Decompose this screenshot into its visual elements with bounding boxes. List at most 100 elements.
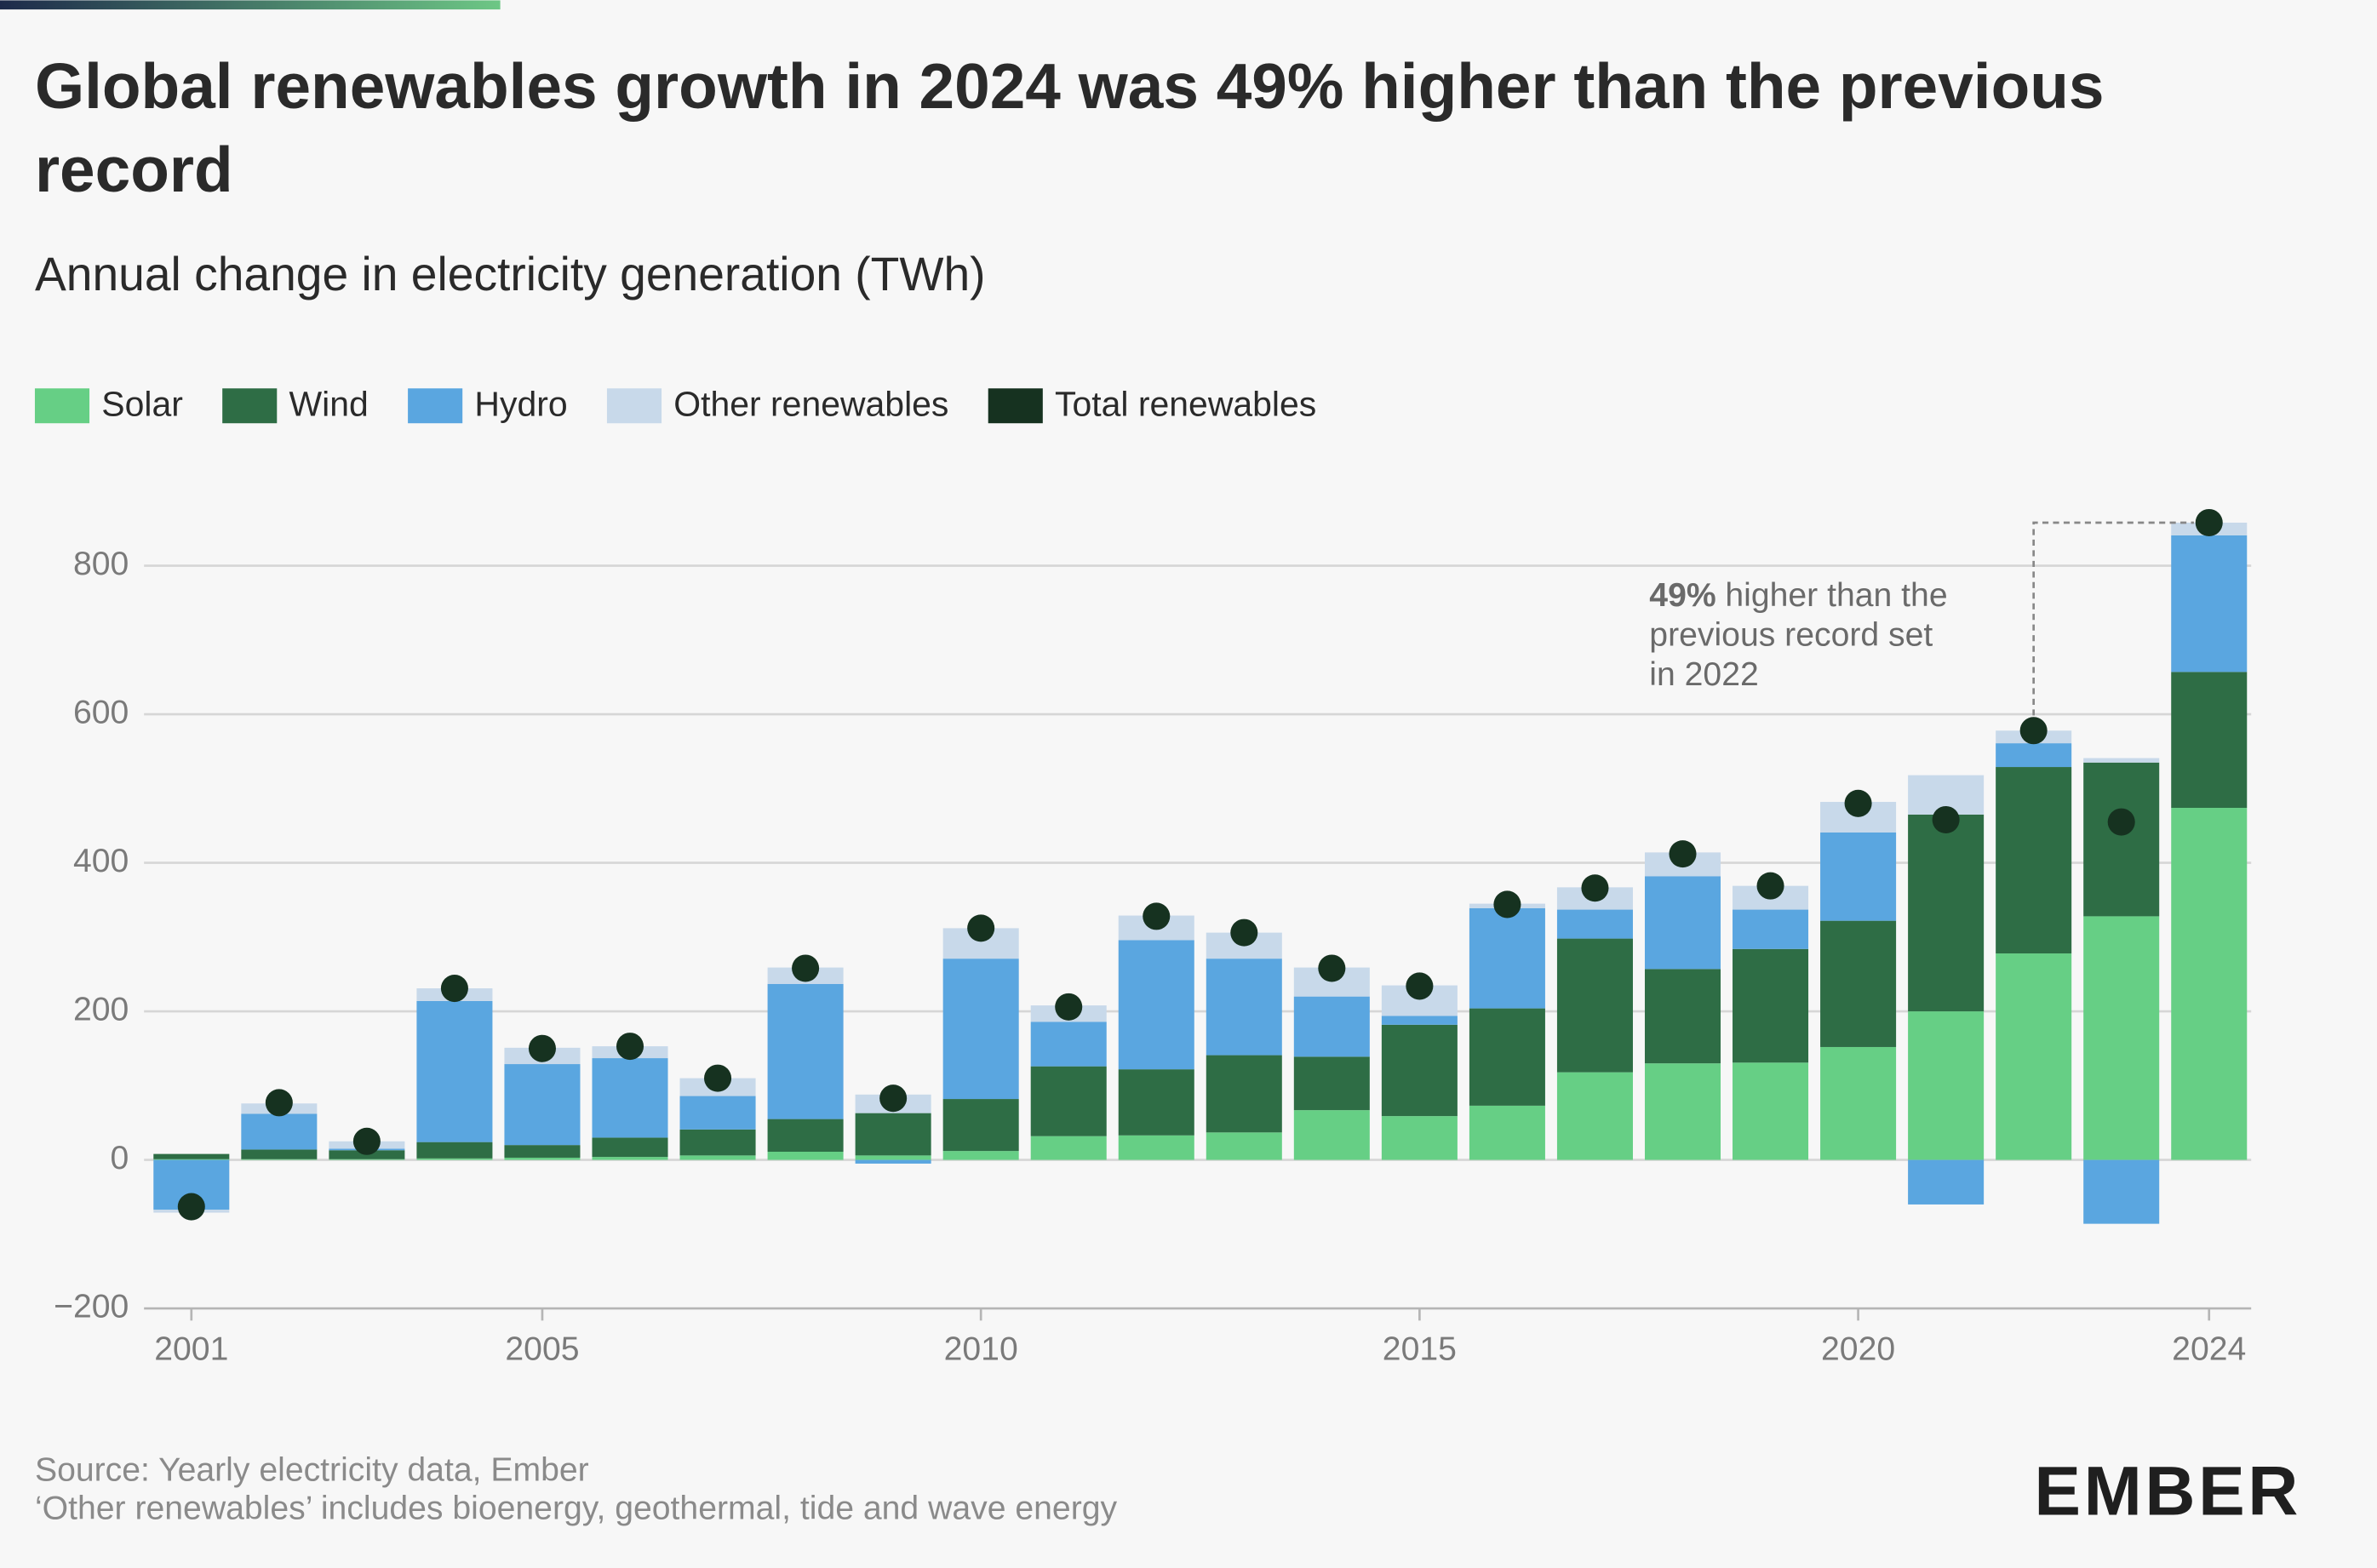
total-dot (792, 954, 820, 982)
bar-segment (1381, 1116, 1458, 1160)
bar-segment (2171, 535, 2248, 672)
bar-segment (679, 1155, 756, 1160)
total-dot (1318, 954, 1346, 982)
bar-segment (504, 1157, 581, 1160)
y-tick-label: 0 (111, 1140, 129, 1176)
bar-segment (1556, 1072, 1633, 1160)
bar-segment (416, 1142, 493, 1159)
bar-segment (2083, 1159, 2160, 1224)
bar-segment (1644, 876, 1721, 970)
bar-segment (1118, 1069, 1194, 1136)
bar-segment (1644, 1063, 1721, 1160)
bar-segment (153, 1159, 230, 1160)
bar-segment (1820, 1046, 1897, 1160)
bar-segment (1733, 909, 1809, 949)
top-bar (0, 0, 501, 10)
legend-label: Total renewables (1055, 384, 1316, 423)
total-dot (1581, 874, 1609, 902)
total-dot (1055, 993, 1083, 1021)
bar-segment (2083, 758, 2160, 763)
bar-segment (329, 1159, 405, 1160)
bar-segment (241, 1149, 318, 1159)
bar-segment (504, 1064, 581, 1146)
bar-segment (1733, 1062, 1809, 1160)
bar-segment (1908, 814, 1985, 1012)
y-tick-label: 800 (73, 546, 129, 582)
legend-label: Hydro (474, 384, 567, 423)
bar-segment (942, 959, 1019, 1100)
bar-segment (942, 1099, 1019, 1152)
y-tick-label: −200 (54, 1288, 129, 1325)
bar-segment (1733, 948, 1809, 1063)
total-dot (1493, 890, 1521, 918)
x-tick-label: 2015 (1383, 1331, 1457, 1367)
logo: EMBER (2034, 1453, 2301, 1531)
annotation-text: higher than the (1725, 577, 1947, 614)
annotation-bracket (2032, 521, 2194, 716)
total-dot (2107, 808, 2135, 836)
bar-segment (2171, 672, 2248, 809)
x-tick-label: 2010 (944, 1331, 1018, 1367)
bar-segment (1030, 1136, 1107, 1160)
x-tick-label: 2005 (505, 1331, 579, 1367)
bar-segment (767, 1119, 844, 1152)
bar-segment (1908, 1011, 1985, 1160)
bar-segment (1820, 920, 1897, 1047)
legend-swatch (988, 388, 1043, 424)
bar-segment (1996, 953, 2072, 1160)
legend-label: Other renewables (673, 384, 948, 423)
bar-segment (2083, 916, 2160, 1160)
legend-swatch (34, 388, 90, 424)
bar-segment (1996, 743, 2072, 768)
bar-segment (1030, 1021, 1107, 1067)
bar-segment (855, 1159, 931, 1164)
y-tick-label: 600 (73, 694, 129, 730)
bar-segment (241, 1113, 318, 1150)
total-dot (967, 914, 995, 942)
bar-segment (1381, 1024, 1458, 1117)
y-tick-label: 200 (73, 991, 129, 1027)
bar-segment (1820, 832, 1897, 921)
bar-segment (1293, 996, 1370, 1057)
bar-segment (1206, 959, 1282, 1056)
total-dot (265, 1089, 293, 1117)
source: Source: Yearly electricity data, Ember (35, 1452, 589, 1489)
legend-swatch (606, 388, 662, 424)
bar-segment (767, 1151, 844, 1160)
bar-segment (153, 1153, 230, 1159)
total-dot (2019, 717, 2048, 745)
bar-segment (592, 1137, 668, 1158)
total-dot (1230, 918, 1258, 947)
bar-segment (767, 983, 844, 1119)
bar-segment (1293, 1056, 1370, 1111)
total-dot (879, 1084, 908, 1113)
total-dot (352, 1127, 381, 1155)
bar-segment (1030, 1066, 1107, 1136)
bar-segment (592, 1058, 668, 1138)
x-tick-label: 2024 (2172, 1331, 2246, 1367)
bar-segment (679, 1096, 756, 1130)
legend-swatch (222, 388, 278, 424)
bar-segment (416, 1158, 493, 1160)
chart-subtitle: Annual change in electricity generation … (35, 248, 986, 300)
x-tick-label: 2020 (1821, 1331, 1895, 1367)
bar-segment (1118, 940, 1194, 1070)
total-dot (1143, 902, 1171, 930)
bar-segment (2171, 808, 2248, 1160)
total-dot (1844, 789, 1872, 817)
bar-segment (1469, 1008, 1545, 1106)
total-dot (1932, 805, 1960, 834)
bar-segment (504, 1145, 581, 1158)
bar-segment (855, 1113, 931, 1156)
legend-label: Wind (289, 384, 369, 423)
bar-segment (1469, 907, 1545, 1009)
legend-swatch (408, 388, 463, 424)
total-dot (1756, 872, 1784, 900)
annotation: 49% higher than the (1649, 577, 1947, 614)
bar-segment (1118, 1135, 1194, 1160)
bar-segment (1206, 1055, 1282, 1133)
total-dot (616, 1033, 644, 1061)
total-dot (1406, 972, 1434, 1000)
bar-segment (1381, 1016, 1458, 1025)
